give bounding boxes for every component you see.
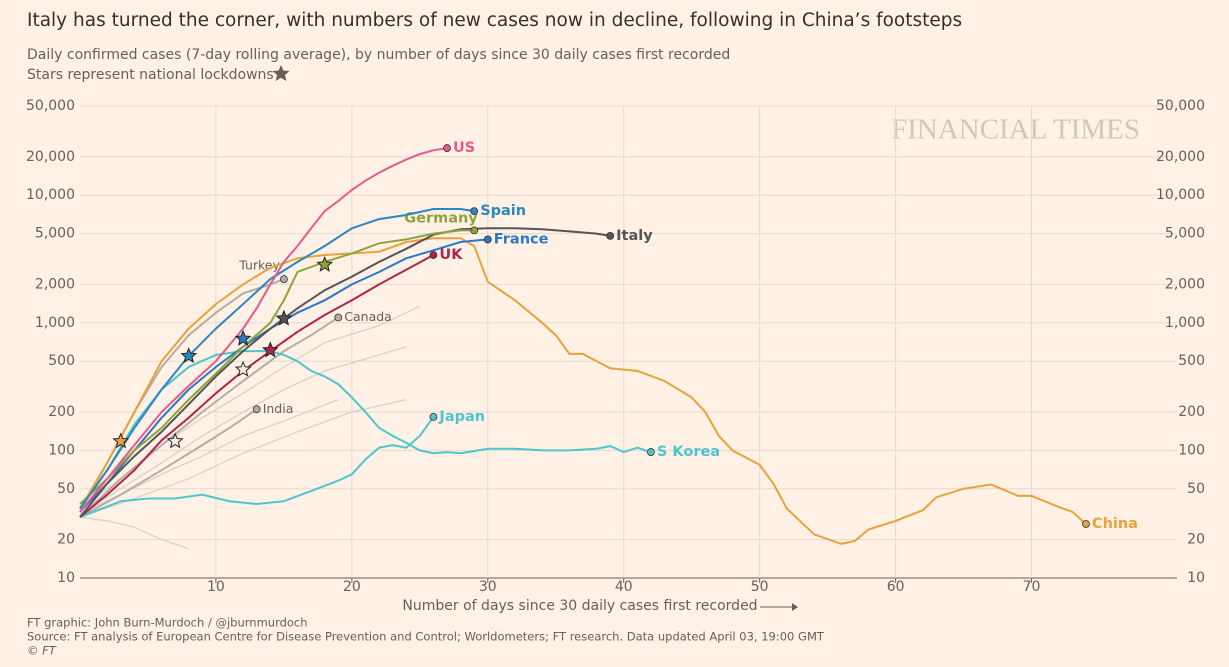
x-arrow [760,603,798,611]
plot-area: Turkey Canada India China S Korea Japan UK Fran… [79,105,1177,583]
lockdown-star [234,360,252,377]
series-label: Japan [438,409,485,425]
series-line [79,516,189,550]
y-tick-label-right: 10,000 [1156,187,1205,203]
y-tick-label-right: 20,000 [1156,149,1205,165]
series-line [79,227,611,518]
y-tick-label: 50,000 [26,98,75,114]
series-label: Italy [616,228,653,244]
series-line [79,208,475,510]
y-tick-label: 200 [48,404,75,420]
star-icon [272,65,290,81]
end-dot [1082,520,1090,528]
end-dot [443,144,451,152]
y-tick-label-right: 200 [1178,404,1205,420]
x-tick-label: 10 [207,579,225,595]
series-line [79,316,339,518]
y-tick-label-right: 50 [1187,481,1205,497]
y-tick-label: 100 [48,442,75,458]
series-line [79,408,258,518]
series-label: Turkey [238,258,280,273]
series-line [79,346,407,515]
chart-subtitle: Daily confirmed cases (7-day rolling ave… [27,47,730,63]
lockdown-star [112,432,130,449]
y-tick-label: 50 [57,481,75,497]
lockdown-star [316,256,334,272]
source: Source: FT analysis of European Centre f… [27,630,825,644]
y-tick-label-right: 5,000 [1165,226,1205,242]
y-tick-label: 500 [48,353,75,369]
end-dot [429,251,438,259]
x-axis-label: Number of days since 30 daily cases firs… [402,598,757,614]
lockdown-star [234,329,252,346]
series-label: China [1092,516,1138,532]
lockdown-star [261,341,279,358]
series-label: India [263,401,294,416]
watermark: FINANCIAL TIMES [891,114,1140,146]
x-tick-label: 70 [1023,579,1041,595]
credit: FT graphic: John Burn-Murdoch / @jburnmu… [27,616,308,630]
series-label: UK [439,247,463,263]
chart-title: Italy has turned the corner, with number… [27,10,962,31]
x-tick-label: 30 [479,579,497,595]
series-line [79,416,435,519]
series-line [79,350,652,510]
y-tick-label: 5,000 [35,226,75,242]
y-tick-label: 1,000 [35,315,75,331]
x-tick-label: 50 [751,579,769,595]
y-tick-label: 10,000 [26,187,75,203]
x-tick-label: 20 [343,579,361,595]
copyright: © FT [27,644,57,658]
series-line [79,254,434,518]
series-line [79,237,1087,545]
series-line [79,398,407,518]
series-line [79,229,475,505]
y-tick-label-right: 500 [1178,353,1205,369]
y-tick-label-right: 2,000 [1165,276,1205,292]
series-label: S Korea [657,444,720,460]
series-line [79,147,448,513]
y-tick-label: 2,000 [35,276,75,292]
end-dot [470,226,479,235]
y-tick-label: 20,000 [26,149,75,165]
lockdown-star [180,347,198,364]
y-tick-label-right: 100 [1178,442,1205,458]
series-label: France [494,231,549,247]
end-dot [606,231,615,240]
y-tick-label-right: 50,000 [1156,98,1205,114]
y-tick-label-right: 10 [1187,570,1205,586]
series-label: Spain [480,203,526,219]
end-dot [334,313,343,322]
end-dot [483,235,492,244]
series-label: US [453,140,475,156]
end-dot [470,207,479,216]
y-tick-label: 20 [57,532,75,548]
x-tick-label: 40 [615,579,633,595]
end-dot [429,413,438,421]
series-label: Germany [404,210,478,226]
lockdown-star [166,432,184,449]
x-tick-label: 60 [887,579,905,595]
series-label: Canada [344,309,392,324]
end-dot [280,275,288,283]
lockdown-note: Stars represent national lockdowns [27,67,274,83]
end-dot [252,405,261,414]
end-dot [647,448,655,456]
y-tick-label-right: 1,000 [1165,315,1205,331]
y-tick-label: 10 [57,570,75,586]
lockdown-star [275,309,293,326]
y-tick-label-right: 20 [1187,532,1205,548]
